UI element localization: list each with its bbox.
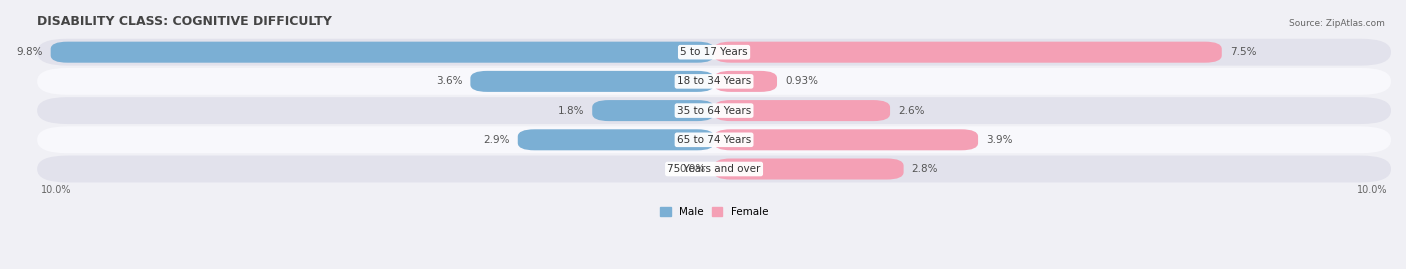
Text: 75 Years and over: 75 Years and over	[668, 164, 761, 174]
Text: DISABILITY CLASS: COGNITIVE DIFFICULTY: DISABILITY CLASS: COGNITIVE DIFFICULTY	[37, 15, 332, 28]
Text: 0.0%: 0.0%	[679, 164, 706, 174]
Text: 7.5%: 7.5%	[1230, 47, 1257, 57]
FancyBboxPatch shape	[37, 155, 1391, 182]
Text: 2.8%: 2.8%	[911, 164, 938, 174]
FancyBboxPatch shape	[37, 39, 1391, 66]
FancyBboxPatch shape	[517, 129, 714, 150]
FancyBboxPatch shape	[592, 100, 714, 121]
FancyBboxPatch shape	[714, 100, 890, 121]
FancyBboxPatch shape	[714, 158, 904, 179]
FancyBboxPatch shape	[471, 71, 714, 92]
Text: 10.0%: 10.0%	[1357, 185, 1388, 195]
Text: 3.9%: 3.9%	[986, 135, 1012, 145]
FancyBboxPatch shape	[37, 68, 1391, 95]
FancyBboxPatch shape	[714, 129, 979, 150]
FancyBboxPatch shape	[51, 42, 714, 63]
Text: Source: ZipAtlas.com: Source: ZipAtlas.com	[1289, 19, 1385, 28]
Legend: Male, Female: Male, Female	[657, 203, 772, 222]
Text: 9.8%: 9.8%	[15, 47, 42, 57]
Text: 35 to 64 Years: 35 to 64 Years	[676, 106, 751, 116]
Text: 10.0%: 10.0%	[41, 185, 72, 195]
FancyBboxPatch shape	[37, 97, 1391, 124]
Text: 65 to 74 Years: 65 to 74 Years	[676, 135, 751, 145]
Text: 3.6%: 3.6%	[436, 76, 463, 86]
Text: 18 to 34 Years: 18 to 34 Years	[676, 76, 751, 86]
FancyBboxPatch shape	[37, 126, 1391, 153]
Text: 5 to 17 Years: 5 to 17 Years	[681, 47, 748, 57]
Text: 2.9%: 2.9%	[484, 135, 509, 145]
FancyBboxPatch shape	[714, 71, 778, 92]
Text: 0.93%: 0.93%	[785, 76, 818, 86]
Text: 2.6%: 2.6%	[898, 106, 925, 116]
Text: 1.8%: 1.8%	[558, 106, 583, 116]
FancyBboxPatch shape	[714, 42, 1222, 63]
